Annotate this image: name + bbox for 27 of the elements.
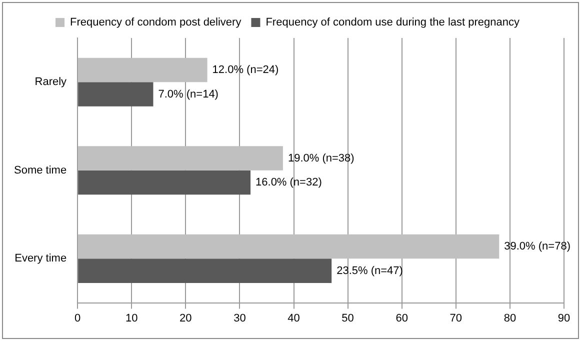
bar	[78, 146, 283, 170]
data-label: 7.0% (n=14)	[158, 88, 218, 100]
x-tick-label: 10	[125, 312, 138, 324]
data-label: 39.0% (n=78)	[504, 240, 570, 253]
x-tick-label: 40	[288, 312, 300, 324]
data-label: 19.0% (n=38)	[288, 152, 354, 164]
x-tick-label: 90	[558, 312, 570, 324]
x-tick-label: 30	[234, 312, 246, 324]
data-label: 12.0% (n=24)	[212, 64, 279, 76]
y-tick-label: Every time	[14, 252, 67, 265]
x-tick-label: 60	[396, 312, 408, 324]
data-label: 23.5% (n=47)	[336, 264, 403, 277]
legend-label: Frequency of condom use during the last pregnancy	[266, 16, 520, 29]
bar	[78, 258, 332, 283]
x-tick-label: 70	[450, 312, 462, 324]
legend-label: Frequency of condom post delivery	[70, 16, 242, 29]
x-tick-label: 50	[342, 312, 354, 324]
x-tick-label: 0	[74, 312, 81, 324]
data-label: 16.0% (n=32)	[256, 176, 322, 189]
y-tick-label: Rarely	[34, 76, 68, 88]
y-tick-label: Some time	[14, 164, 67, 176]
x-tick-label: 80	[504, 312, 516, 324]
bar	[78, 82, 154, 106]
bar	[78, 170, 251, 195]
bar	[78, 234, 500, 259]
x-tick-label: 20	[180, 312, 192, 324]
bar	[78, 58, 208, 82]
